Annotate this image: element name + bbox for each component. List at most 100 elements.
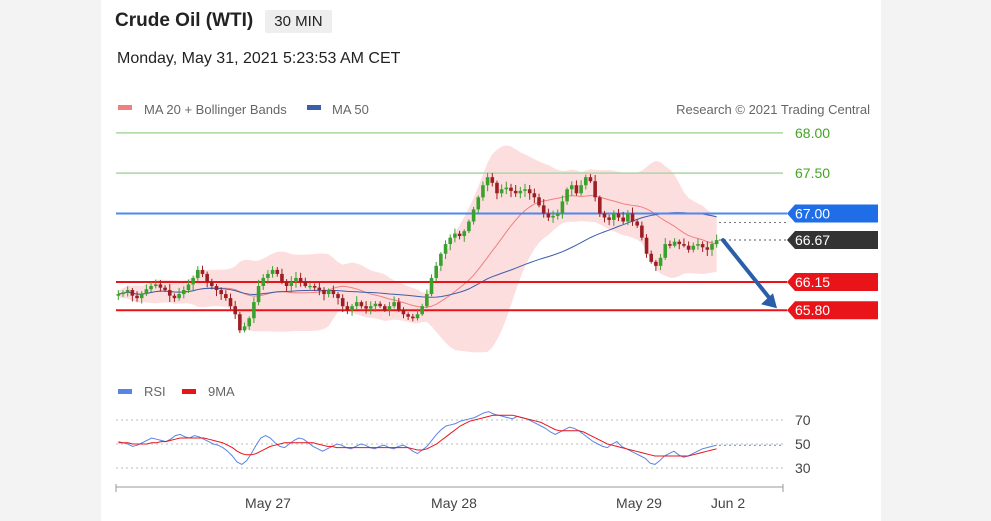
x-axis: May 27 May 28 May 29 Jun 2: [115, 484, 784, 511]
candle-body: [181, 290, 186, 295]
candle-body: [130, 290, 135, 296]
candle-body: [135, 295, 139, 299]
candle-body: [219, 290, 223, 295]
candle-body: [598, 197, 602, 214]
candle-body: [579, 185, 583, 194]
candle-body: [420, 306, 424, 315]
candle-body: [565, 189, 569, 202]
resistance-label: 68.00: [795, 125, 830, 141]
candle-body: [200, 269, 205, 274]
rsi-level-label: 70: [795, 412, 811, 428]
candle-body: [686, 245, 691, 250]
candle-body: [476, 197, 481, 210]
candle-body: [513, 190, 518, 194]
candle-body: [700, 244, 705, 248]
candle-body: [443, 244, 448, 254]
candle-body: [308, 286, 312, 288]
candle-body: [233, 306, 237, 315]
bollinger-band-area: [118, 145, 717, 353]
candle-body: [303, 281, 308, 287]
candle-body: [453, 233, 457, 238]
candle-body: [448, 237, 453, 245]
candle-body: [630, 213, 635, 222]
candle-body: [392, 302, 396, 307]
candle-body: [121, 292, 125, 295]
candle-body: [125, 290, 130, 293]
candle-body: [252, 302, 256, 319]
candle-body: [691, 245, 696, 250]
candle-body: [214, 286, 219, 291]
candle-body: [280, 273, 284, 282]
x-tick-label: May 28: [431, 495, 477, 511]
candle-body: [238, 314, 242, 331]
candle-body: [196, 269, 200, 278]
candle-body: [224, 294, 228, 299]
candle-body: [457, 233, 462, 237]
support-label: 65.80: [795, 302, 830, 318]
candle-body: [210, 281, 214, 287]
x-tick-label: May 27: [245, 495, 291, 511]
rsi-panel: 70 50 30: [116, 411, 811, 476]
candle-body: [518, 190, 523, 194]
candle-body: [546, 213, 551, 218]
candle-body: [583, 177, 588, 186]
candle-body: [331, 290, 336, 295]
candle-body: [696, 244, 700, 246]
candle-body: [658, 257, 663, 266]
candle-body: [378, 303, 382, 307]
candle-body: [705, 247, 710, 250]
candle-body: [425, 294, 429, 307]
timeframe-badge[interactable]: 30 MIN: [265, 9, 332, 33]
candle-body: [551, 215, 555, 218]
rsi-legend-label: RSI: [144, 384, 166, 399]
candle-body: [509, 187, 513, 191]
candle-body: [373, 303, 378, 307]
candle-body: [294, 277, 298, 282]
candle-body: [626, 213, 630, 222]
candle-body: [462, 231, 467, 237]
candle-body: [163, 287, 167, 291]
candle-body: [677, 241, 682, 245]
candle-body: [359, 302, 364, 307]
candle-body: [682, 244, 686, 246]
current-price-label: 66.67: [795, 232, 830, 248]
rsi-level-label: 50: [795, 436, 811, 452]
candle-body: [336, 294, 340, 299]
x-tick-label: Jun 2: [711, 495, 745, 511]
rsi-legend-swatch: [118, 389, 132, 394]
candle-body: [541, 205, 546, 214]
support-label: 66.15: [795, 274, 830, 290]
candle-body: [284, 281, 289, 287]
candles: [116, 172, 719, 334]
candle-body: [532, 193, 537, 198]
candle-body: [635, 221, 639, 226]
candle-body: [167, 290, 172, 296]
candle-body: [621, 217, 625, 222]
support-tag: [787, 301, 878, 320]
candle-body: [640, 225, 644, 238]
candle-body: [270, 269, 275, 274]
candle-body: [153, 284, 158, 287]
candle-body: [434, 265, 438, 278]
candle-body: [266, 273, 270, 278]
candle-body: [289, 281, 294, 287]
candle-body: [177, 294, 181, 299]
candle-body: [397, 302, 401, 311]
datetime-label: Monday, May 31, 2021 5:23:53 AM CET: [117, 50, 401, 67]
candle-body: [467, 221, 471, 232]
candle-body: [481, 185, 485, 198]
candle-body: [429, 277, 434, 295]
candle-body: [191, 277, 195, 285]
candle-body: [340, 298, 345, 307]
candle-body: [555, 213, 560, 216]
candle-body: [504, 187, 509, 190]
candle-body: [523, 189, 527, 191]
candle-body: [382, 306, 387, 311]
ma9-legend-swatch: [182, 389, 196, 394]
candle-body: [298, 277, 303, 282]
candle-body: [139, 294, 144, 299]
candle-body: [569, 185, 574, 190]
candle-body: [256, 286, 261, 303]
candle-body: [275, 269, 280, 274]
ma9-legend-label: 9MA: [208, 384, 235, 399]
